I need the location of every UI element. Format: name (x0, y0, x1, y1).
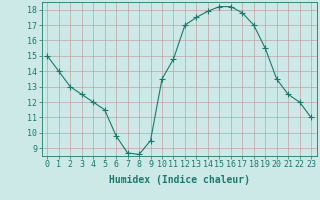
X-axis label: Humidex (Indice chaleur): Humidex (Indice chaleur) (109, 175, 250, 185)
